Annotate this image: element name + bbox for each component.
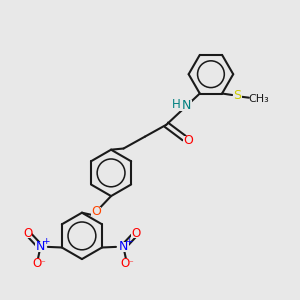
FancyBboxPatch shape	[233, 92, 242, 100]
Text: O: O	[131, 227, 140, 240]
FancyBboxPatch shape	[177, 100, 192, 111]
Text: N: N	[119, 240, 128, 254]
Text: CH₃: CH₃	[249, 94, 269, 104]
Text: O: O	[121, 257, 130, 270]
FancyBboxPatch shape	[32, 259, 44, 268]
Text: ⁻: ⁻	[40, 259, 45, 268]
Text: +: +	[125, 237, 133, 246]
FancyBboxPatch shape	[131, 230, 140, 238]
Text: +: +	[42, 237, 50, 246]
Text: S: S	[233, 89, 242, 102]
FancyBboxPatch shape	[92, 207, 101, 216]
FancyBboxPatch shape	[120, 259, 131, 268]
Text: O: O	[33, 257, 42, 270]
Text: O: O	[91, 205, 101, 218]
Text: H: H	[172, 98, 181, 111]
FancyBboxPatch shape	[183, 136, 193, 145]
FancyBboxPatch shape	[23, 230, 32, 238]
FancyBboxPatch shape	[35, 242, 46, 252]
Text: ⁻: ⁻	[128, 259, 133, 268]
Text: N: N	[182, 99, 191, 112]
Text: O: O	[183, 134, 193, 147]
FancyBboxPatch shape	[118, 242, 129, 252]
Text: N: N	[36, 240, 45, 254]
Text: O: O	[23, 227, 33, 240]
